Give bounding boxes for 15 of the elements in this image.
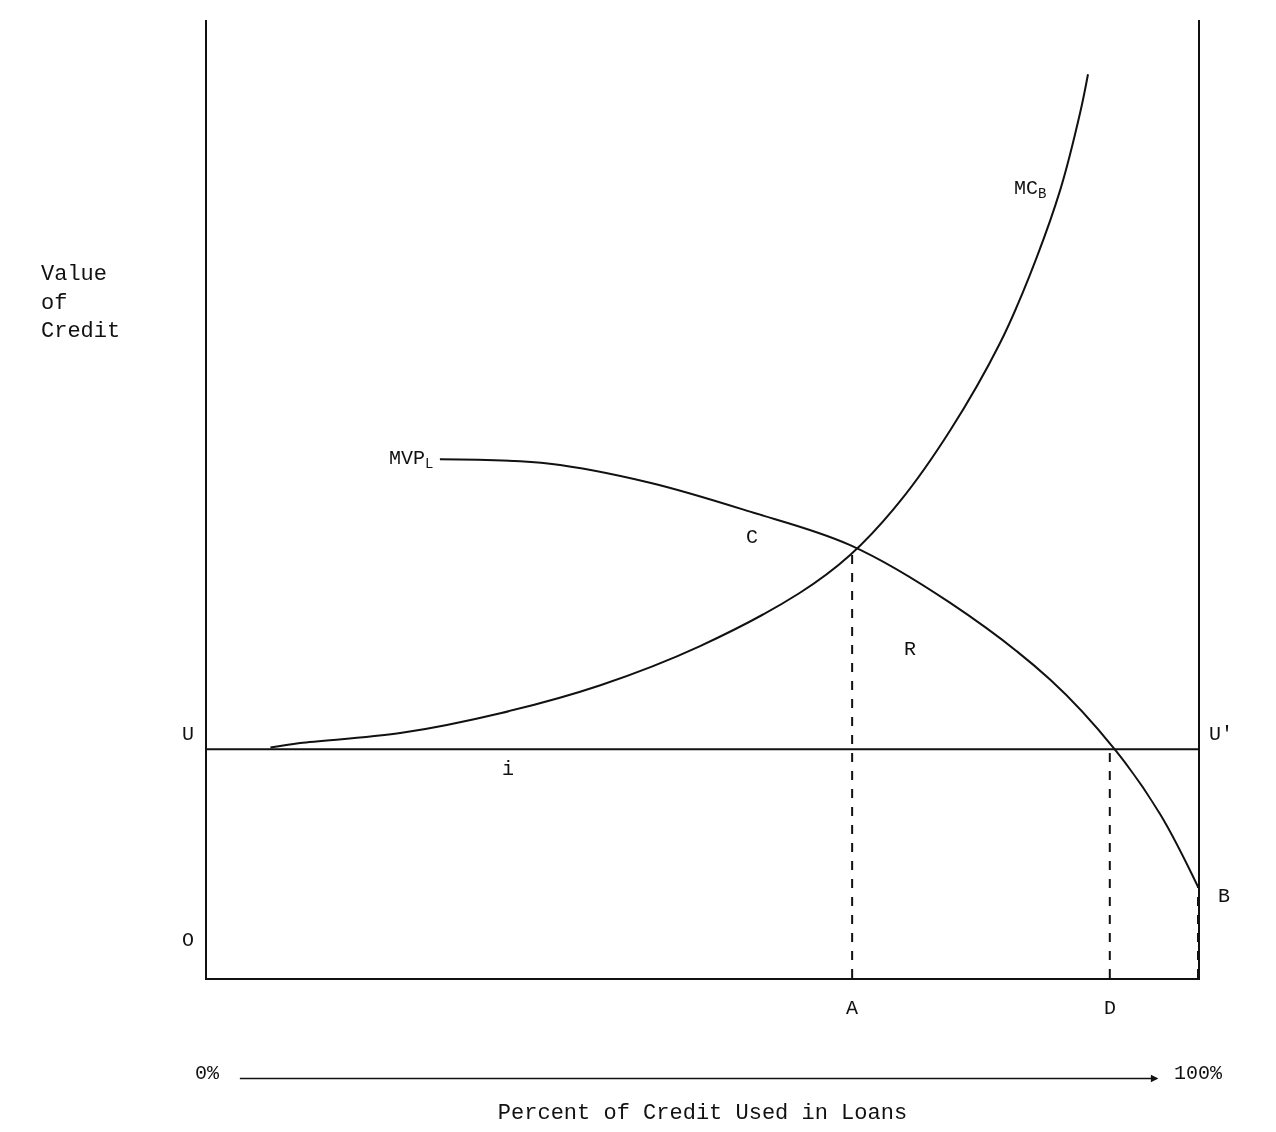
ref-line-label: D [1104, 997, 1117, 1020]
text: B [1218, 885, 1231, 908]
text: U [182, 723, 195, 746]
x-tick-label: 100% [1173, 1062, 1223, 1085]
series-label: MC$_{B}$ [1014, 177, 1047, 203]
text: O [182, 929, 195, 952]
x-tick-label: 0% [194, 1062, 220, 1085]
annotation: i [502, 758, 515, 781]
y-axis-title: Value of Credit [41, 262, 121, 345]
text: U' [1209, 723, 1234, 746]
annotation: C [746, 526, 759, 549]
annotation: R [904, 638, 917, 661]
ref-line-label: A [846, 997, 859, 1020]
x-axis-title: Percent of Credit Used in Loans [497, 1101, 908, 1127]
series-label: MVP$_{L}$ [389, 447, 434, 473]
